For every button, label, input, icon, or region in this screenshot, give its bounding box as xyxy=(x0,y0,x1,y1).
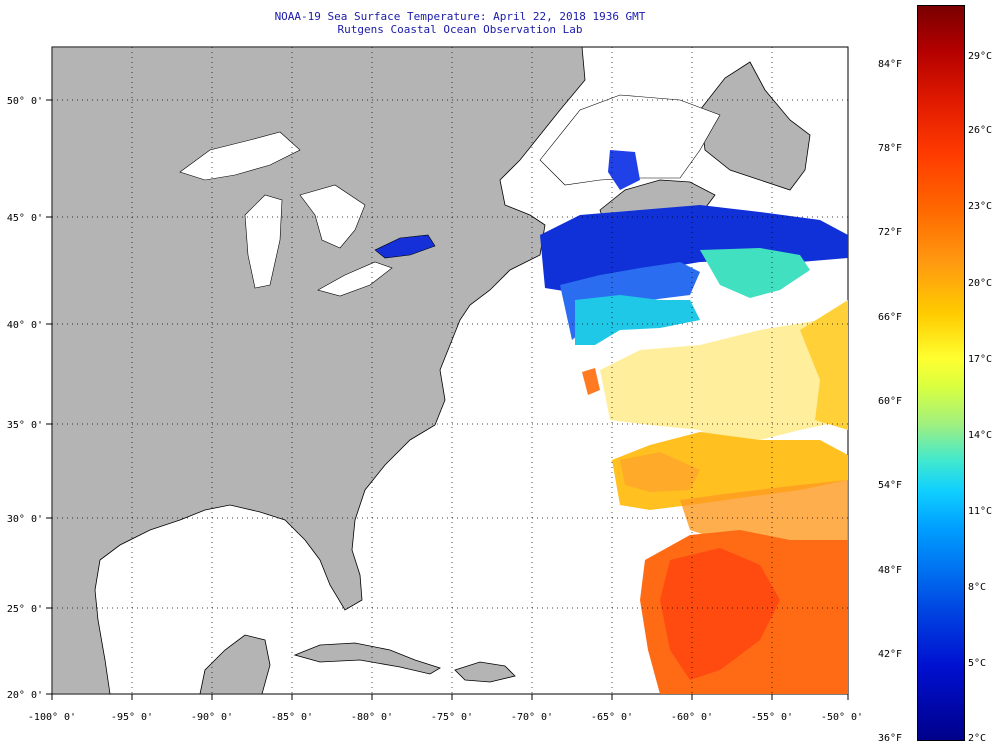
colorbar-c-label: 2°C xyxy=(968,733,987,744)
colorbar-c-label: 8°C xyxy=(968,582,987,593)
axis-ticks xyxy=(46,99,849,700)
lon-label: -95° 0' xyxy=(111,712,153,723)
lat-label: 40° 0' xyxy=(7,320,43,331)
lat-label: 50° 0' xyxy=(7,96,43,107)
colorbar-f-label: 60°F xyxy=(878,396,903,407)
newfoundland-land xyxy=(699,61,811,191)
temperature-colorbar xyxy=(917,5,965,741)
lake-superior xyxy=(179,131,301,181)
colorbar-c-label: 29°C xyxy=(968,51,993,62)
lake-michigan xyxy=(244,194,283,289)
colorbar-f-label: 36°F xyxy=(878,733,903,744)
colorbar-f-label: 84°F xyxy=(878,59,903,70)
lake-erie xyxy=(317,261,393,297)
lake-huron xyxy=(299,184,366,249)
lon-label: -70° 0' xyxy=(511,712,553,723)
colorbar-c-label: 14°C xyxy=(968,430,993,441)
colorbar-c-label: 20°C xyxy=(968,278,993,289)
lat-label: 20° 0' xyxy=(7,690,43,701)
colorbar-f-label: 54°F xyxy=(878,480,903,491)
lon-label: -90° 0' xyxy=(191,712,233,723)
colorbar-c-label: 11°C xyxy=(968,506,993,517)
lon-label: -80° 0' xyxy=(351,712,393,723)
colorbar-c-label: 26°C xyxy=(968,125,993,136)
map-subtitle: Rutgens Coastal Ocean Observation Lab xyxy=(337,23,583,36)
lon-label: -50° 0' xyxy=(821,712,863,723)
sst-data-layer xyxy=(540,150,848,694)
lon-label: -65° 0' xyxy=(591,712,633,723)
colorbar-f-label: 78°F xyxy=(878,143,903,154)
lake-ontario xyxy=(374,234,436,259)
north-america-land xyxy=(51,46,586,695)
lon-label: -100° 0' xyxy=(28,712,76,723)
colorbar-f-label: 42°F xyxy=(878,649,903,660)
hispaniola-land xyxy=(454,661,516,683)
map-title: NOAA-19 Sea Surface Temperature: April 2… xyxy=(274,10,646,23)
cuba-land xyxy=(293,642,441,675)
colorbar-f-label: 72°F xyxy=(878,227,903,238)
colorbar-f-label: 66°F xyxy=(878,312,903,323)
gulf-st-lawrence xyxy=(539,94,721,186)
lon-label: -75° 0' xyxy=(431,712,473,723)
lat-label: 30° 0' xyxy=(7,514,43,525)
colorbar-f-label: 48°F xyxy=(878,565,903,576)
yucatan-land xyxy=(199,634,271,695)
colorbar-c-label: 17°C xyxy=(968,354,993,365)
lon-label: -60° 0' xyxy=(671,712,713,723)
lat-label: 45° 0' xyxy=(7,213,43,224)
colorbar-c-label: 5°C xyxy=(968,658,987,669)
lat-label: 35° 0' xyxy=(7,420,43,431)
lon-label: -55° 0' xyxy=(751,712,793,723)
lon-label: -85° 0' xyxy=(271,712,313,723)
lat-label: 25° 0' xyxy=(7,604,43,615)
colorbar-c-label: 23°C xyxy=(968,201,993,212)
